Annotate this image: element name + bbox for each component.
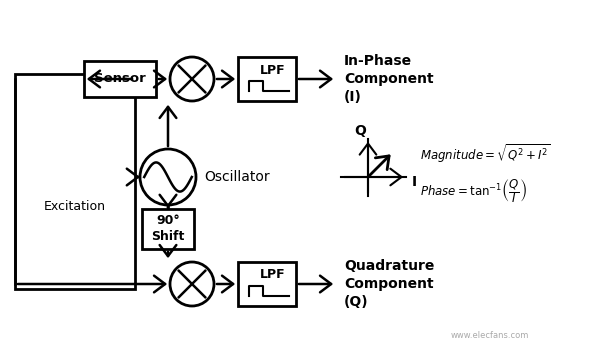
Text: (Q): (Q)	[344, 295, 368, 309]
Text: Component: Component	[344, 277, 434, 291]
Text: Shift: Shift	[151, 230, 185, 244]
Text: LPF: LPF	[260, 63, 286, 76]
Text: (I): (I)	[344, 90, 362, 104]
Circle shape	[140, 149, 196, 205]
Text: Component: Component	[344, 72, 434, 86]
Text: In-Phase: In-Phase	[344, 54, 412, 68]
Text: Excitation: Excitation	[44, 200, 106, 213]
Circle shape	[170, 57, 214, 101]
Text: LPF: LPF	[260, 268, 286, 281]
Bar	[142, 209, 194, 249]
Bar	[15, 74, 135, 289]
Bar	[238, 57, 296, 101]
Text: $\mathit{Phase} = \tan^{-1}\!\left(\dfrac{Q}{I}\right)$: $\mathit{Phase} = \tan^{-1}\!\left(\dfra…	[420, 177, 527, 205]
Bar	[84, 61, 156, 97]
Text: I: I	[412, 175, 416, 189]
Text: Oscillator: Oscillator	[204, 170, 269, 184]
Bar	[238, 262, 296, 306]
Circle shape	[170, 262, 214, 306]
Text: Q: Q	[354, 124, 366, 138]
Text: $\mathit{Magnitude} = \sqrt{Q^2+I^2}$: $\mathit{Magnitude} = \sqrt{Q^2+I^2}$	[420, 143, 551, 165]
Text: Quadrature: Quadrature	[344, 259, 434, 273]
Text: www.elecfans.com: www.elecfans.com	[451, 331, 529, 341]
Text: Sensor: Sensor	[94, 73, 146, 86]
Text: 90°: 90°	[156, 215, 180, 228]
